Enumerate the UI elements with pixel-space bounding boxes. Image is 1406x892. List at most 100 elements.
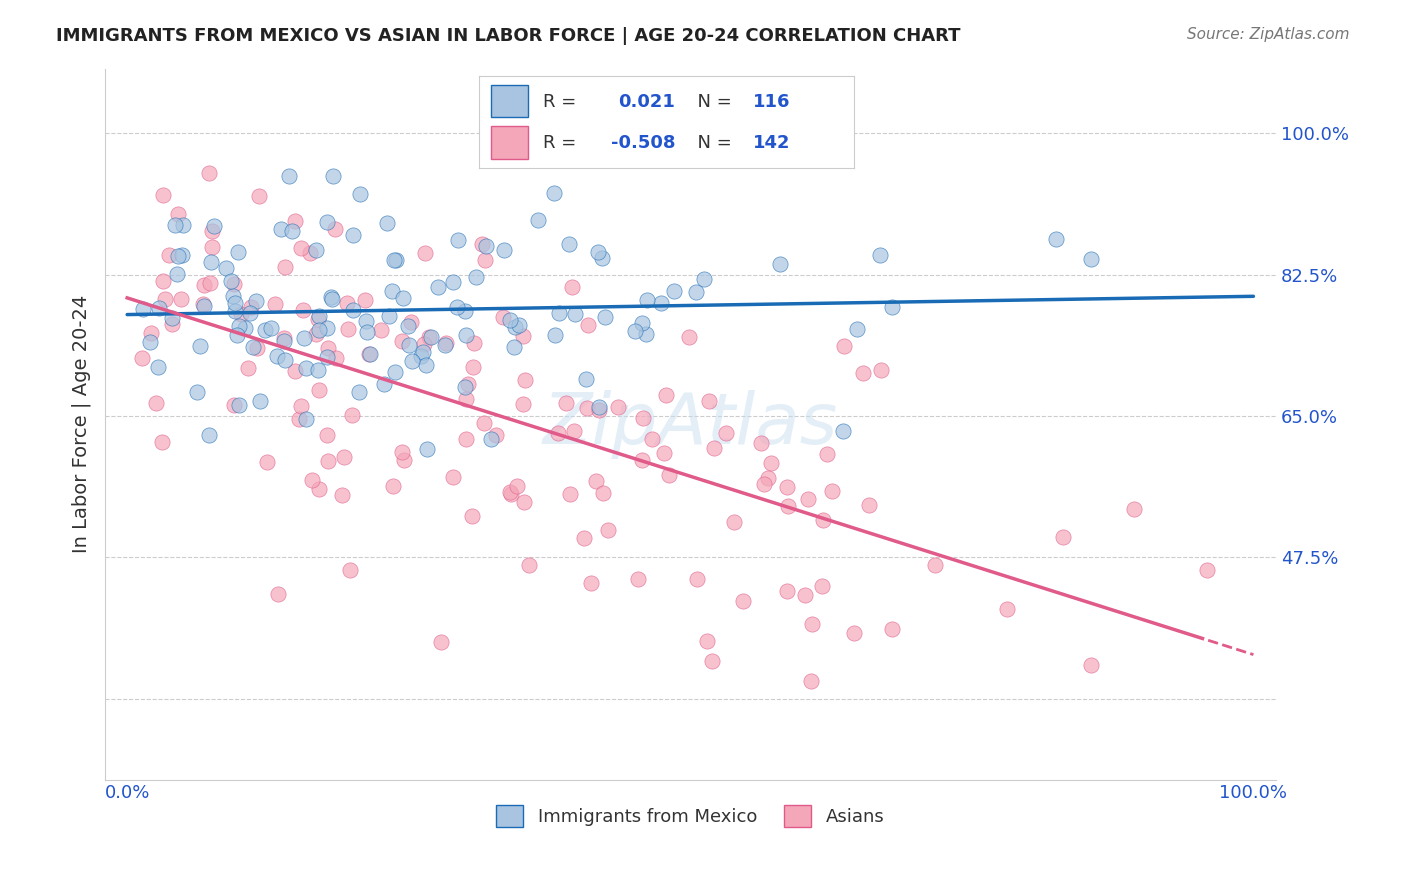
Point: [354, 314, 377, 328]
Point: [277, 169, 299, 183]
Point: [811, 513, 834, 527]
Point: [800, 673, 823, 688]
Point: [595, 310, 617, 324]
Point: [752, 477, 775, 491]
Point: [585, 474, 607, 488]
Point: [474, 252, 496, 267]
Point: [832, 424, 855, 438]
Point: [572, 531, 595, 545]
Point: [1080, 657, 1102, 672]
Point: [463, 335, 485, 350]
Point: [441, 275, 464, 289]
Point: [316, 341, 339, 355]
Point: [396, 319, 419, 334]
Point: [308, 384, 330, 398]
Point: [686, 572, 709, 586]
Point: [815, 447, 838, 461]
Point: [349, 187, 371, 202]
Point: [273, 334, 295, 349]
Point: [288, 412, 311, 426]
Point: [655, 387, 678, 401]
Point: [153, 293, 176, 307]
Point: [342, 227, 364, 242]
Point: [512, 397, 534, 411]
Point: [457, 377, 479, 392]
Point: [427, 280, 450, 294]
Point: [150, 435, 173, 450]
Point: [254, 323, 277, 337]
Point: [418, 330, 440, 344]
Point: [193, 299, 215, 313]
Point: [384, 365, 406, 379]
Point: [588, 400, 610, 414]
Point: [703, 442, 725, 456]
Point: [631, 453, 654, 467]
Point: [398, 338, 420, 352]
Point: [461, 360, 484, 375]
Point: [664, 285, 686, 299]
Point: [454, 328, 477, 343]
Point: [564, 307, 586, 321]
Point: [461, 509, 484, 524]
Point: [392, 291, 415, 305]
Point: [274, 352, 297, 367]
Point: [870, 363, 893, 377]
Point: [148, 359, 170, 374]
Point: [325, 351, 347, 366]
Point: [273, 331, 295, 345]
Point: [441, 469, 464, 483]
Point: [224, 296, 246, 310]
Point: [464, 269, 486, 284]
Point: [222, 277, 245, 291]
Point: [290, 241, 312, 255]
Point: [517, 558, 540, 572]
Point: [200, 255, 222, 269]
Point: [233, 321, 256, 335]
Point: [373, 377, 395, 392]
Point: [555, 395, 578, 409]
Point: [359, 347, 381, 361]
Point: [636, 293, 658, 307]
Point: [308, 310, 330, 324]
Point: [596, 523, 619, 537]
Point: [485, 428, 508, 442]
Point: [548, 305, 571, 319]
Point: [291, 303, 314, 318]
Point: [214, 261, 236, 276]
Point: [191, 296, 214, 310]
Point: [322, 169, 344, 183]
Point: [339, 563, 361, 577]
Point: [270, 221, 292, 235]
Point: [503, 340, 526, 354]
Point: [201, 224, 224, 238]
Point: [308, 482, 330, 496]
Point: [166, 267, 188, 281]
Point: [471, 236, 494, 251]
Point: [650, 295, 672, 310]
Point: [316, 428, 339, 442]
Point: [852, 367, 875, 381]
Point: [333, 450, 356, 465]
Point: [240, 301, 263, 315]
Point: [702, 654, 724, 668]
Point: [588, 402, 610, 417]
Point: [266, 587, 288, 601]
Text: Source: ZipAtlas.com: Source: ZipAtlas.com: [1187, 27, 1350, 42]
Point: [359, 347, 381, 361]
Point: [631, 316, 654, 330]
Point: [880, 300, 903, 314]
Point: [336, 296, 359, 310]
Point: [419, 330, 441, 344]
Point: [316, 454, 339, 468]
Point: [305, 326, 328, 341]
Point: [162, 310, 184, 325]
Point: [295, 361, 318, 376]
Point: [166, 206, 188, 220]
Point: [399, 315, 422, 329]
Point: [631, 411, 654, 425]
Point: [274, 260, 297, 274]
Point: [756, 470, 779, 484]
Point: [170, 292, 193, 306]
Point: [172, 248, 194, 262]
Point: [340, 408, 363, 422]
